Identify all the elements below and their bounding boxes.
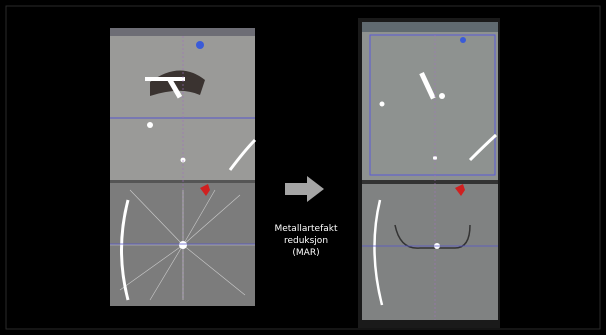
caption-line: (MAR) xyxy=(256,247,356,259)
arrow xyxy=(285,176,324,202)
caption: Metallartefakt reduksjon (MAR) xyxy=(256,223,356,259)
slide-border xyxy=(6,6,600,329)
ct-before xyxy=(110,28,255,306)
slide-graphics xyxy=(0,0,606,335)
caption-line: Metallartefakt xyxy=(256,223,356,235)
ct-after xyxy=(358,18,500,328)
caption-line: reduksjon xyxy=(256,235,356,247)
slide: Metallartefakt reduksjon (MAR) xyxy=(0,0,606,335)
